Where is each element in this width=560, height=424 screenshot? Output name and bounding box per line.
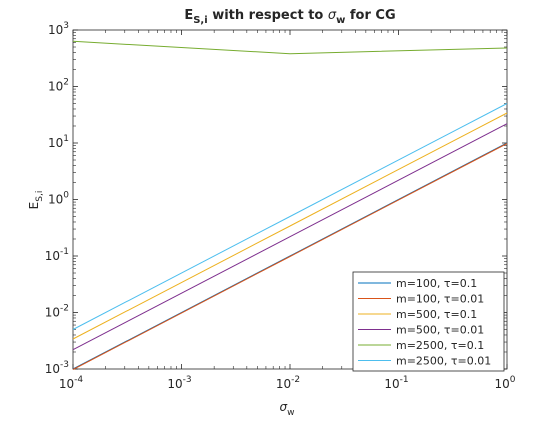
x-tick-label: 10-3 — [167, 375, 191, 391]
series-line-3 — [72, 112, 508, 340]
y-tick-label: 10-3 — [45, 360, 69, 376]
legend-entry: m=500, τ=0.01 — [396, 324, 484, 337]
chart-title: ES,i with respect to σw for CG — [184, 8, 395, 26]
x-tick-label: 10-2 — [276, 375, 300, 391]
series-line-6 — [72, 103, 508, 330]
legend: m=100, τ=0.1 m=100, τ=0.01 m=500, τ=0.1 m=5… — [352, 271, 505, 372]
series-line-2 — [72, 143, 508, 370]
legend-box — [352, 271, 505, 372]
series-line-4 — [72, 123, 508, 351]
series-line-5 — [72, 40, 508, 55]
x-axis-label: σw — [280, 400, 295, 418]
y-tick-label: 10-2 — [45, 304, 69, 320]
x-tick-label: 10-4 — [59, 375, 84, 391]
legend-entry: m=100, τ=0.01 — [396, 293, 484, 306]
y-tick-label: 101 — [48, 134, 69, 150]
legend-entry: m=100, τ=0.1 — [396, 277, 477, 290]
y-tick-label: 103 — [48, 21, 69, 37]
y-tick-label: 10-1 — [45, 247, 69, 263]
legend-entry: m=2500, τ=0.1 — [396, 339, 484, 352]
x-tick-label: 100 — [494, 375, 515, 391]
legend-entry: m=2500, τ=0.01 — [396, 355, 491, 368]
y-tick-label: 102 — [48, 78, 69, 94]
legend-entry: m=500, τ=0.1 — [396, 308, 477, 321]
plot-area: 10-4 10-3 10-2 10-1 10010-310-210-1100101102… — [45, 21, 516, 391]
y-tick-label: 100 — [48, 191, 69, 207]
y-axis-label: ES,i — [27, 191, 45, 210]
x-tick-label: 10-1 — [384, 375, 408, 391]
